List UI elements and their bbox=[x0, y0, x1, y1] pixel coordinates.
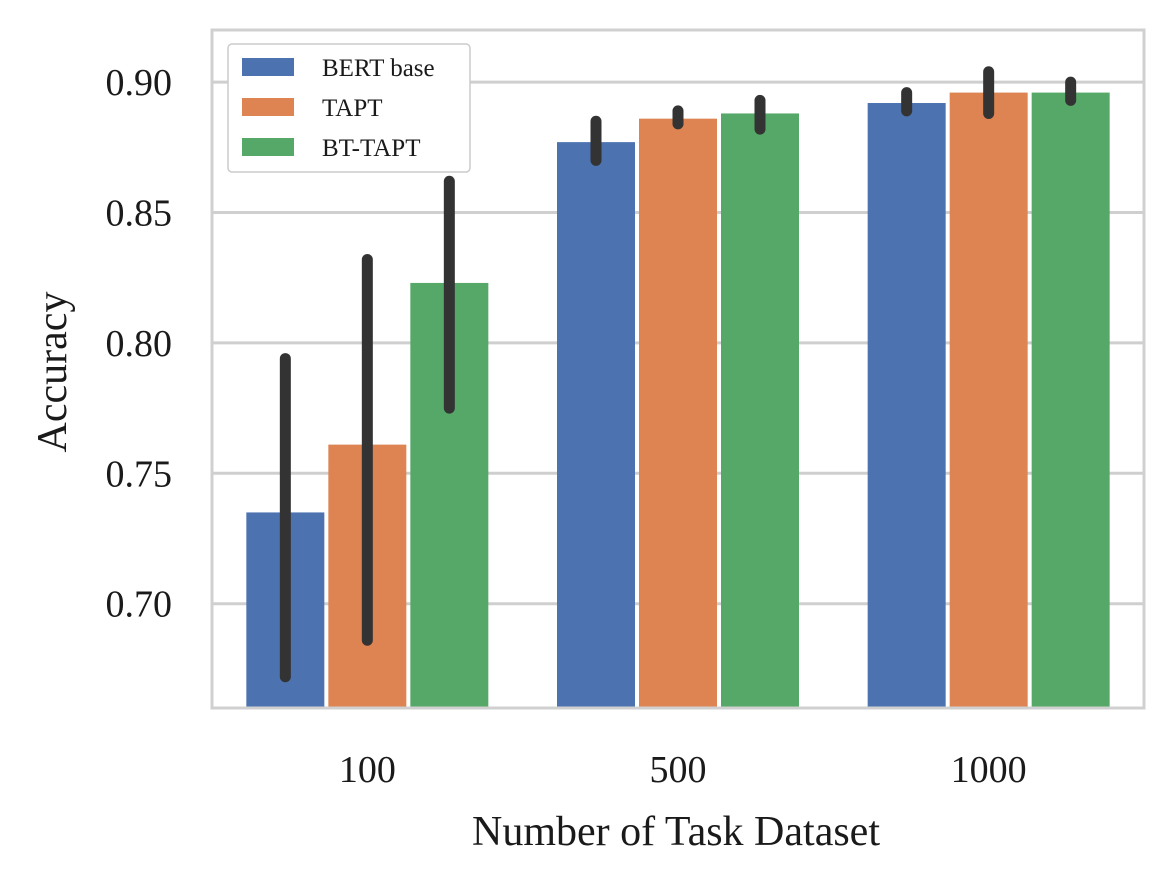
legend-swatch bbox=[242, 98, 294, 116]
legend[interactable]: BERT base TAPT BT-TAPT bbox=[227, 43, 471, 173]
y-tick-labels: 0.70 0.75 0.80 0.85 0.90 bbox=[106, 62, 173, 626]
x-tick-label: 500 bbox=[650, 749, 707, 791]
bar[interactable] bbox=[721, 113, 799, 708]
legend-swatch bbox=[242, 138, 294, 156]
x-axis-title: Number of Task Dataset bbox=[472, 809, 880, 855]
legend-label: BERT base bbox=[322, 55, 435, 82]
bar[interactable] bbox=[1031, 92, 1110, 709]
x-tick-label: 1000 bbox=[951, 749, 1027, 791]
y-tick-label: 0.80 bbox=[106, 323, 173, 365]
x-tick-labels: 100 500 1000 bbox=[339, 749, 1027, 791]
bar[interactable] bbox=[867, 103, 946, 708]
legend-swatch bbox=[242, 58, 294, 76]
bar[interactable] bbox=[949, 92, 1028, 709]
y-axis-title: Accuracy bbox=[30, 292, 76, 453]
error-bars bbox=[279, 66, 1077, 683]
y-tick-label: 0.75 bbox=[106, 453, 173, 495]
x-tick-label: 100 bbox=[339, 749, 396, 791]
plot-frame bbox=[210, 28, 1146, 710]
legend-label: BT-TAPT bbox=[322, 135, 420, 162]
bar[interactable] bbox=[557, 142, 635, 709]
legend-label: TAPT bbox=[322, 95, 383, 122]
bar[interactable] bbox=[639, 118, 717, 708]
y-tick-label: 0.70 bbox=[106, 584, 173, 626]
y-tick-label: 0.90 bbox=[106, 62, 173, 104]
bars bbox=[246, 92, 1110, 709]
y-tick-label: 0.85 bbox=[106, 193, 173, 235]
